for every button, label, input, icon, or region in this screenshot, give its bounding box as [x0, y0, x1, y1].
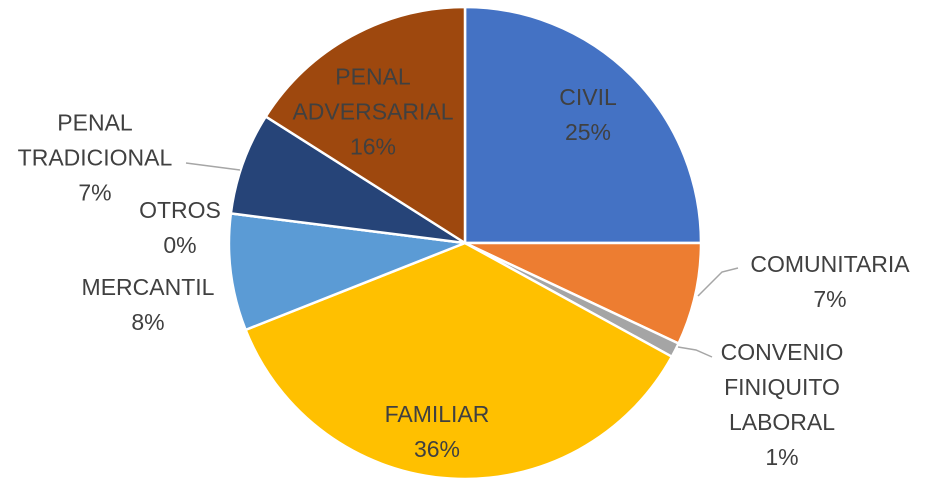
value-label: 36%: [413, 436, 461, 462]
leader-line: [677, 346, 713, 358]
category-label: CONVENIO FINIQUITO LABORAL: [720, 339, 844, 435]
slice: [264, 5, 467, 246]
leader-line: [185, 162, 241, 171]
slice-label: OTROS 0%: [130, 193, 230, 263]
slice-label: CONVENIO FINIQUITO LABORAL 1%: [707, 335, 857, 475]
category-label: FAMILIAR: [384, 401, 490, 427]
category-label: MERCANTIL: [81, 274, 215, 300]
value-label: 7%: [813, 286, 847, 312]
category-label: OTROS: [139, 197, 221, 223]
value-label: 1%: [765, 444, 799, 470]
value-label: 0%: [163, 232, 197, 258]
slice: [464, 241, 703, 346]
category-label: CIVIL: [559, 84, 617, 110]
slice-label: PENAL TRADICIONAL 7%: [5, 106, 185, 211]
value-label: 7%: [78, 179, 112, 206]
leader-line: [697, 267, 739, 297]
slice-label: CIVIL 25%: [528, 80, 648, 150]
value-label: 25%: [564, 119, 612, 145]
slice: [463, 5, 703, 245]
category-label: COMUNITARIA: [750, 251, 910, 277]
category-label: PENAL TRADICIONAL: [17, 109, 173, 171]
category-label: PENAL ADVERSARIAL: [292, 63, 454, 125]
value-label: 8%: [131, 309, 165, 335]
slice-label: FAMILIAR 36%: [337, 397, 537, 467]
slice-label: PENAL ADVERSARIAL 16%: [278, 60, 468, 165]
slice-label: MERCANTIL 8%: [68, 270, 228, 340]
slice-label: COMUNITARIA 7%: [730, 247, 927, 317]
slice: [227, 212, 466, 332]
value-label: 16%: [349, 133, 397, 160]
slice: [229, 114, 466, 245]
